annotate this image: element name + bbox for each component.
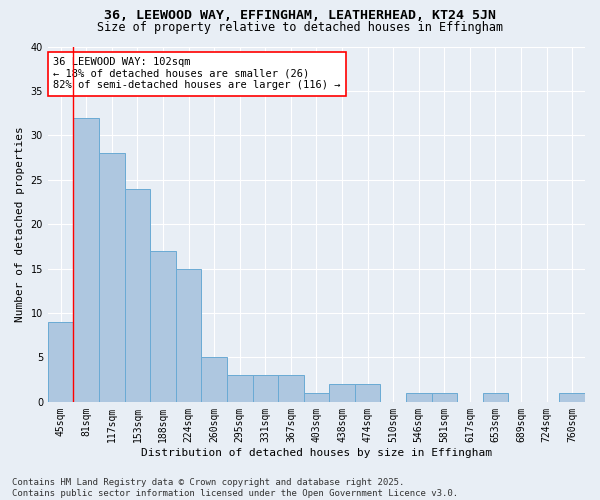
Y-axis label: Number of detached properties: Number of detached properties bbox=[15, 126, 25, 322]
Text: Size of property relative to detached houses in Effingham: Size of property relative to detached ho… bbox=[97, 21, 503, 34]
Bar bbox=[278, 375, 304, 402]
Bar bbox=[99, 153, 125, 402]
Text: Contains HM Land Registry data © Crown copyright and database right 2025.
Contai: Contains HM Land Registry data © Crown c… bbox=[12, 478, 458, 498]
Bar bbox=[329, 384, 355, 402]
Bar bbox=[253, 375, 278, 402]
Bar bbox=[431, 393, 457, 402]
Bar bbox=[48, 322, 73, 402]
Bar bbox=[482, 393, 508, 402]
Bar bbox=[406, 393, 431, 402]
Bar bbox=[150, 251, 176, 402]
X-axis label: Distribution of detached houses by size in Effingham: Distribution of detached houses by size … bbox=[141, 448, 492, 458]
Bar bbox=[559, 393, 585, 402]
Bar bbox=[227, 375, 253, 402]
Bar bbox=[304, 393, 329, 402]
Text: 36 LEEWOOD WAY: 102sqm
← 18% of detached houses are smaller (26)
82% of semi-det: 36 LEEWOOD WAY: 102sqm ← 18% of detached… bbox=[53, 57, 341, 90]
Text: 36, LEEWOOD WAY, EFFINGHAM, LEATHERHEAD, KT24 5JN: 36, LEEWOOD WAY, EFFINGHAM, LEATHERHEAD,… bbox=[104, 9, 496, 22]
Bar bbox=[202, 358, 227, 402]
Bar bbox=[355, 384, 380, 402]
Bar bbox=[176, 268, 202, 402]
Bar bbox=[73, 118, 99, 402]
Bar bbox=[125, 188, 150, 402]
